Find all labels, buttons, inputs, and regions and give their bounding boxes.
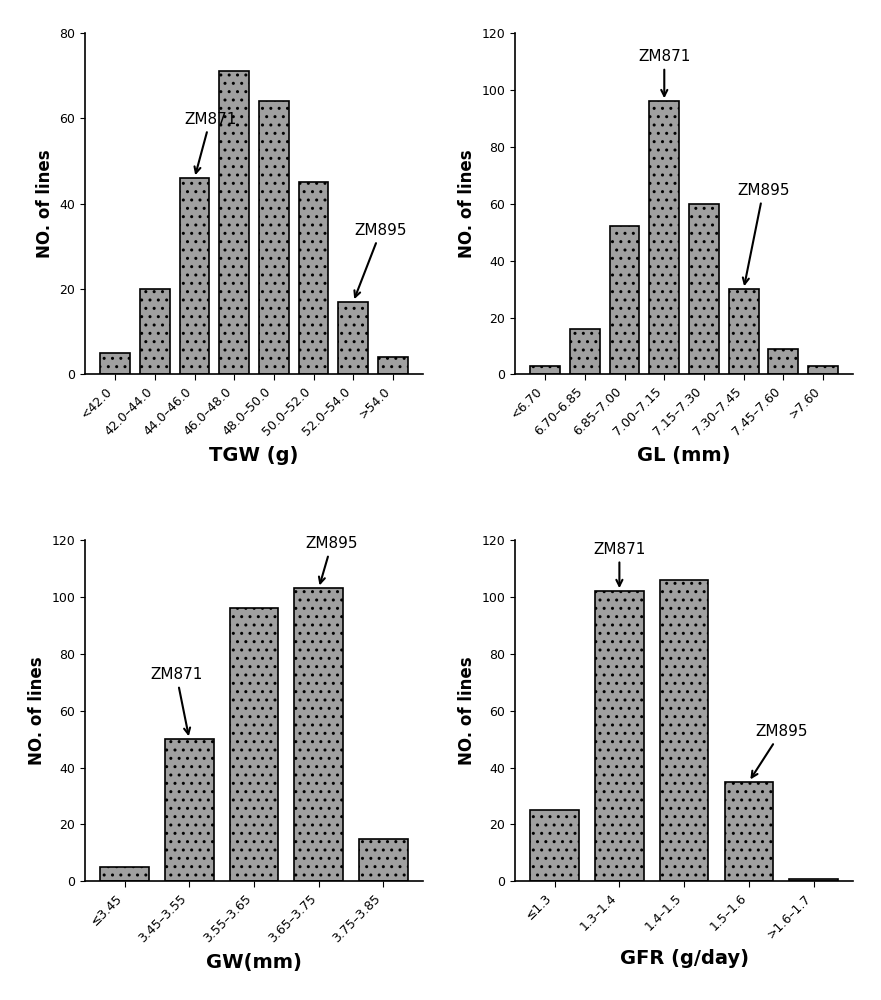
Bar (596, 591, 644, 881)
X-axis label: GW(mm): GW(mm) (206, 953, 302, 972)
Text: ZM871: ZM871 (184, 112, 237, 173)
Bar (294, 588, 343, 881)
Text: ZM895: ZM895 (306, 536, 358, 583)
Bar (338, 302, 368, 374)
X-axis label: GFR (g/day): GFR (g/day) (619, 949, 749, 968)
Bar (530, 810, 579, 881)
Text: ZM895: ZM895 (354, 223, 407, 297)
Bar (789, 879, 838, 881)
Text: ZM871: ZM871 (638, 49, 691, 96)
Text: ZM895: ZM895 (751, 724, 808, 777)
Bar (570, 329, 600, 374)
Bar (100, 353, 130, 374)
Bar (230, 608, 278, 881)
Bar (724, 782, 774, 881)
Bar (219, 71, 249, 374)
Bar (660, 580, 708, 881)
Bar (768, 349, 798, 374)
Bar (259, 101, 289, 374)
Bar (729, 289, 759, 374)
Bar (808, 366, 838, 374)
Bar (299, 182, 329, 374)
Y-axis label: NO. of lines: NO. of lines (35, 149, 54, 258)
Bar (610, 226, 640, 374)
Bar (530, 366, 560, 374)
Text: ZM871: ZM871 (593, 542, 646, 586)
X-axis label: GL (mm): GL (mm) (637, 446, 731, 465)
Bar (140, 289, 170, 374)
Bar (359, 839, 408, 881)
Y-axis label: NO. of lines: NO. of lines (458, 149, 476, 258)
Bar (689, 204, 719, 374)
Bar (165, 739, 213, 881)
Y-axis label: NO. of lines: NO. of lines (28, 656, 46, 765)
Bar (378, 357, 408, 374)
X-axis label: TGW (g): TGW (g) (210, 446, 299, 465)
Bar (649, 101, 679, 374)
Text: ZM895: ZM895 (737, 183, 789, 284)
Text: ZM871: ZM871 (150, 667, 203, 734)
Bar (100, 867, 149, 881)
Y-axis label: NO. of lines: NO. of lines (458, 656, 476, 765)
Bar (180, 178, 210, 374)
